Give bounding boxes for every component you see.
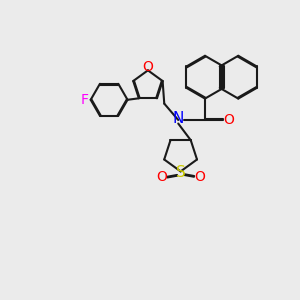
- Text: O: O: [194, 170, 205, 184]
- Text: O: O: [157, 170, 167, 184]
- Text: S: S: [176, 165, 185, 180]
- Text: F: F: [81, 93, 89, 107]
- Text: O: O: [142, 60, 153, 74]
- Text: N: N: [172, 111, 184, 126]
- Text: O: O: [223, 113, 234, 127]
